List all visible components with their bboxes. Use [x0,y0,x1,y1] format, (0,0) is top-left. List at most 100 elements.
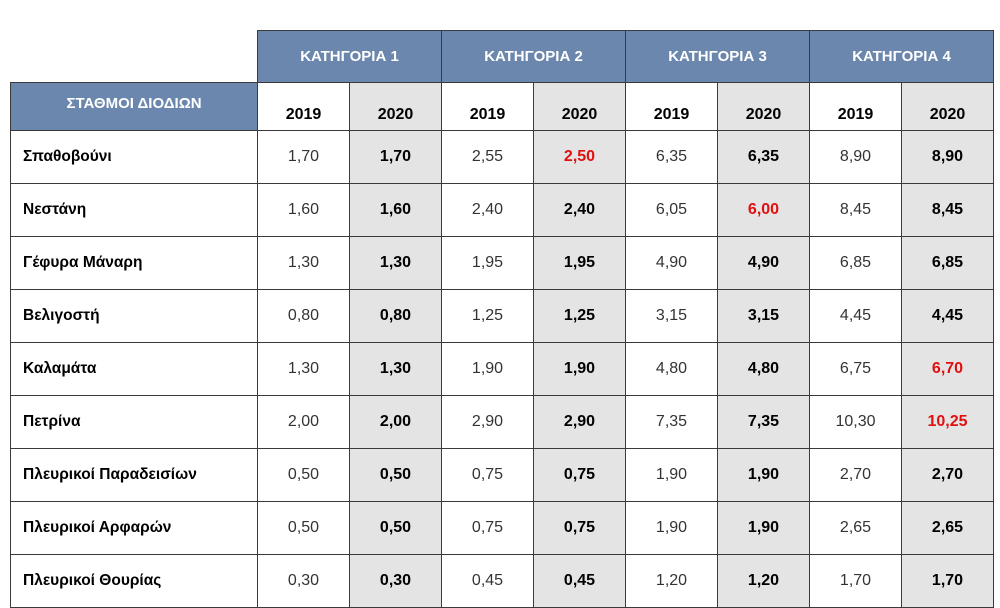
price-cell-2019: 10,30 [809,395,902,449]
price-cell-2020: 1,90 [717,501,810,555]
price-cell-2019: 8,45 [809,183,902,237]
price-cell-2020: 1,70 [349,130,442,184]
price-cell-2019: 1,30 [257,342,350,396]
year-header: 2020 [901,82,994,131]
station-name: Γέφυρα Μάναρη [10,236,258,290]
price-cell-2019: 6,35 [625,130,718,184]
corner-blank [10,30,258,83]
price-cell-2019: 0,50 [257,501,350,555]
price-cell-2019: 1,70 [809,554,902,608]
table-row: Γέφυρα Μάναρη 1,30 1,30 1,95 1,95 4,90 4,90 6,8… [10,236,994,290]
price-cell-2020: 6,70 [901,342,994,396]
price-cell-2020: 2,65 [901,501,994,555]
price-cell-2019: 1,60 [257,183,350,237]
price-cell-2019: 0,75 [441,448,534,502]
year-header: 2020 [349,82,442,131]
price-cell-2020: 1,90 [717,448,810,502]
price-cell-2019: 6,85 [809,236,902,290]
price-cell-2020: 1,90 [533,342,626,396]
price-cell-2020: 0,80 [349,289,442,343]
price-cell-2019: 3,15 [625,289,718,343]
category-4-header: ΚΑΤΗΓΟΡΙΑ 4 [809,30,994,83]
price-cell-2020: 1,25 [533,289,626,343]
price-cell-2020: 2,90 [533,395,626,449]
price-cell-2020: 1,60 [349,183,442,237]
price-cell-2020: 6,35 [717,130,810,184]
station-column-header: ΣΤΑΘΜΟΙ ΔΙΟΔΙΩΝ [10,82,258,131]
price-cell-2020: 0,75 [533,501,626,555]
price-cell-2019: 0,50 [257,448,350,502]
year-header: 2019 [809,82,902,131]
price-cell-2020: 8,90 [901,130,994,184]
price-cell-2019: 2,90 [441,395,534,449]
table-row: Νεστάνη 1,60 1,60 2,40 2,40 6,05 6,00 8,45 8,45 [10,183,994,237]
price-cell-2020: 2,50 [533,130,626,184]
price-cell-2019: 1,90 [625,448,718,502]
price-cell-2020: 0,50 [349,448,442,502]
table-body: Σπαθοβούνι 1,70 1,70 2,55 2,50 6,35 6,35 8,90 8,… [10,130,994,608]
table-row: Πλευρικοί Παραδεισίων 0,50 0,50 0,75 0,75 1,9… [10,448,994,502]
price-cell-2020: 8,45 [901,183,994,237]
price-cell-2020: 0,75 [533,448,626,502]
price-cell-2019: 6,75 [809,342,902,396]
category-2-header: ΚΑΤΗΓΟΡΙΑ 2 [441,30,626,83]
year-header: 2019 [257,82,350,131]
table-row: Πλευρικοί Αρφαρών 0,50 0,50 0,75 0,75 1,90 1,9… [10,501,994,555]
table-row: Βελιγοστή 0,80 0,80 1,25 1,25 3,15 3,15 4,45 4,4… [10,289,994,343]
price-cell-2020: 4,80 [717,342,810,396]
price-cell-2019: 2,55 [441,130,534,184]
station-name: Σπαθοβούνι [10,130,258,184]
station-name: Καλαμάτα [10,342,258,396]
category-3-header: ΚΑΤΗΓΟΡΙΑ 3 [625,30,810,83]
year-header: 2020 [533,82,626,131]
station-name: Νεστάνη [10,183,258,237]
price-cell-2019: 1,30 [257,236,350,290]
year-header: 2019 [441,82,534,131]
price-cell-2020: 2,40 [533,183,626,237]
price-cell-2020: 1,70 [901,554,994,608]
price-cell-2019: 4,80 [625,342,718,396]
price-cell-2019: 7,35 [625,395,718,449]
category-1-header: ΚΑΤΗΓΟΡΙΑ 1 [257,30,442,83]
price-cell-2019: 6,05 [625,183,718,237]
price-cell-2020: 6,00 [717,183,810,237]
price-cell-2019: 0,75 [441,501,534,555]
price-cell-2020: 1,20 [717,554,810,608]
price-cell-2020: 4,90 [717,236,810,290]
price-cell-2020: 0,45 [533,554,626,608]
table-row: Πλευρικοί Θουρίας 0,30 0,30 0,45 0,45 1,20 1,2… [10,554,994,608]
price-cell-2020: 3,15 [717,289,810,343]
price-cell-2020: 7,35 [717,395,810,449]
price-cell-2019: 0,30 [257,554,350,608]
price-cell-2019: 1,70 [257,130,350,184]
price-cell-2019: 2,70 [809,448,902,502]
price-cell-2019: 4,90 [625,236,718,290]
price-cell-2020: 2,00 [349,395,442,449]
price-cell-2020: 6,85 [901,236,994,290]
price-cell-2020: 1,95 [533,236,626,290]
station-name: Πετρίνα [10,395,258,449]
station-name: Πλευρικοί Παραδεισίων [10,448,258,502]
toll-prices-table: ΚΑΤΗΓΟΡΙΑ 1 ΚΑΤΗΓΟΡΙΑ 2 ΚΑΤΗΓΟΡΙΑ 3 ΚΑΤΗ… [10,30,994,608]
price-cell-2020: 0,30 [349,554,442,608]
price-cell-2020: 0,50 [349,501,442,555]
price-cell-2020: 10,25 [901,395,994,449]
price-cell-2019: 1,25 [441,289,534,343]
table-row: Καλαμάτα 1,30 1,30 1,90 1,90 4,80 4,80 6,75 6,70 [10,342,994,396]
price-cell-2019: 4,45 [809,289,902,343]
station-name: Βελιγοστή [10,289,258,343]
price-cell-2019: 2,40 [441,183,534,237]
price-cell-2019: 8,90 [809,130,902,184]
price-cell-2019: 1,20 [625,554,718,608]
year-header-row: ΣΤΑΘΜΟΙ ΔΙΟΔΙΩΝ 2019 2020 2019 2020 2019… [10,82,994,131]
price-cell-2019: 1,95 [441,236,534,290]
price-cell-2020: 2,70 [901,448,994,502]
price-cell-2019: 1,90 [625,501,718,555]
price-cell-2020: 4,45 [901,289,994,343]
price-cell-2019: 1,90 [441,342,534,396]
price-cell-2020: 1,30 [349,342,442,396]
station-name: Πλευρικοί Θουρίας [10,554,258,608]
price-cell-2019: 0,80 [257,289,350,343]
year-header: 2020 [717,82,810,131]
price-cell-2019: 2,00 [257,395,350,449]
